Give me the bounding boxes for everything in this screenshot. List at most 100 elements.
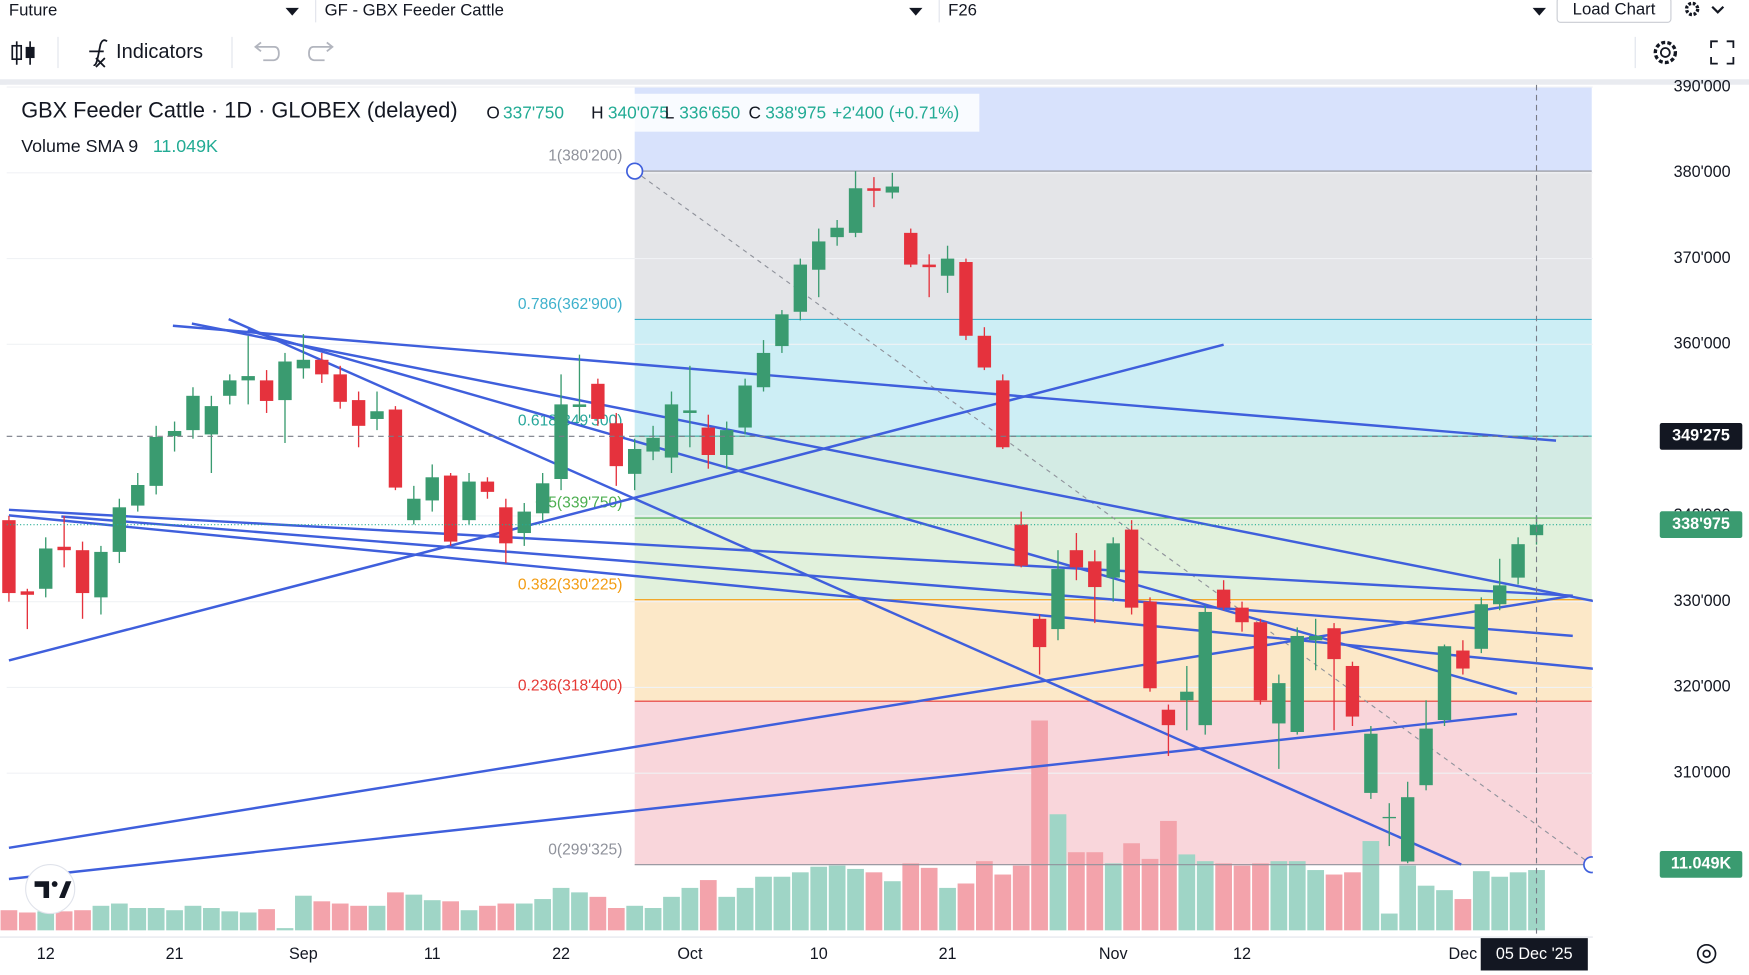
indicators-label[interactable]: Indicators (116, 41, 203, 63)
volume-bar (920, 867, 938, 931)
trend-line[interactable] (61, 515, 1573, 638)
divider (0, 79, 1749, 85)
candle-body (885, 186, 900, 193)
trend-line[interactable] (247, 329, 1518, 696)
volume-bar (258, 909, 275, 931)
volume-bar (1160, 820, 1177, 931)
settings-icon[interactable] (1696, 943, 1717, 964)
trend-line[interactable] (191, 322, 1629, 610)
candle-body (112, 507, 127, 552)
legend-key: H (591, 102, 603, 122)
candle-body (1124, 529, 1139, 608)
candle-body (756, 352, 771, 388)
load-chart-label[interactable]: Load Chart (1573, 0, 1656, 19)
caret[interactable] (285, 7, 299, 16)
candle-body (2, 520, 16, 594)
volume-bar (534, 899, 552, 931)
x-tick-label: Sep (289, 945, 318, 963)
volume-bar (1307, 870, 1325, 931)
chart-title: GBX Feeder Cattle · 1D · GLOBEX (delayed… (21, 97, 457, 122)
fib-zone (634, 171, 1592, 320)
legend-change: +2'400 (+0.71%) (832, 102, 959, 122)
candle-body (848, 188, 863, 233)
last-price-tag: 338'975 (1672, 515, 1730, 533)
gear-icon[interactable] (1659, 47, 1671, 58)
candle-body (812, 241, 826, 270)
gear-icon[interactable] (1684, 1, 1700, 17)
volume-bar (110, 903, 128, 931)
fib-level-label: 0.786(362'900) (518, 296, 623, 313)
trend-line[interactable] (172, 324, 1557, 442)
candle-body (1069, 550, 1084, 568)
symbol-select[interactable]: GF - GBX Feeder Cattle (325, 1, 504, 20)
caret[interactable] (909, 7, 923, 16)
volume-bar (74, 910, 91, 931)
candle-body (1493, 585, 1507, 605)
volume-bar (626, 905, 644, 931)
candle-body (443, 475, 458, 542)
candle-body (149, 436, 163, 486)
volume-bar (1215, 863, 1232, 931)
settings-menu[interactable] (1684, 1, 1725, 17)
contract-select[interactable]: F26 (948, 1, 977, 20)
volume-bar (1233, 865, 1251, 931)
redo-button[interactable] (308, 41, 334, 62)
volume-bar (442, 901, 460, 931)
y-tick-label: 370'000 (1674, 249, 1731, 267)
fullscreen-button[interactable] (1710, 40, 1735, 65)
volume-bar (865, 872, 883, 931)
volume-bar (221, 911, 239, 931)
chart-type-button[interactable] (11, 41, 35, 65)
volume-bar (515, 903, 533, 931)
trend-line[interactable] (8, 508, 1573, 597)
symbol-type-select[interactable]: Future (9, 1, 57, 20)
x-tick-label: 11 (424, 945, 441, 963)
volume-bar (607, 908, 625, 931)
volume-bar (460, 910, 478, 931)
candle-body (554, 404, 568, 480)
volume-bar (423, 900, 441, 931)
candle-body (315, 359, 329, 375)
candle-body (1032, 618, 1047, 648)
undo-button[interactable] (254, 41, 280, 62)
candle-body (609, 423, 623, 467)
candle-body (223, 380, 237, 396)
candle-body (1474, 604, 1488, 649)
indicators-button[interactable]: Indicators (89, 39, 203, 68)
volume-bar (405, 894, 423, 931)
candle-body (241, 376, 255, 381)
trend-line[interactable] (228, 317, 1462, 866)
load-chart-button[interactable] (1556, 0, 1672, 23)
trend-line[interactable] (8, 712, 1518, 881)
time-axis[interactable] (0, 937, 1593, 975)
candle-body (1235, 607, 1249, 623)
caret[interactable] (1711, 5, 1725, 14)
candle-body (388, 409, 403, 488)
volume-bar (1104, 863, 1122, 931)
candle-body (627, 448, 642, 474)
volume-bar (976, 861, 993, 931)
trend-line[interactable] (8, 514, 1646, 675)
time-axis-settings[interactable] (1696, 943, 1717, 964)
fib-level-label: 0(299'325) (548, 841, 622, 858)
candle-body (775, 314, 789, 347)
fib-level-label: 0.236(318'400) (518, 678, 623, 695)
volume-bar (1472, 871, 1490, 931)
volume-bar (699, 880, 717, 931)
volume-bar (1252, 863, 1269, 931)
logo-bg (25, 863, 76, 915)
candle-body (535, 483, 550, 514)
fib-level-label: 1(380'200) (548, 148, 622, 165)
caret[interactable] (1532, 7, 1546, 16)
gear-icon[interactable] (1653, 40, 1678, 65)
candle-body (39, 548, 53, 589)
x-tick-label: 21 (166, 945, 184, 963)
x-tick-label: 12 (37, 945, 55, 963)
volume-bar (239, 912, 257, 931)
volume-bar (810, 866, 828, 931)
settings-icon[interactable] (1702, 949, 1711, 958)
crosshair-date-tag: 05 Dec '25 (1496, 945, 1573, 963)
settings-button[interactable] (1653, 40, 1678, 65)
crosshair-price-tag-bg (1659, 422, 1743, 450)
volume-bar (1178, 854, 1196, 931)
